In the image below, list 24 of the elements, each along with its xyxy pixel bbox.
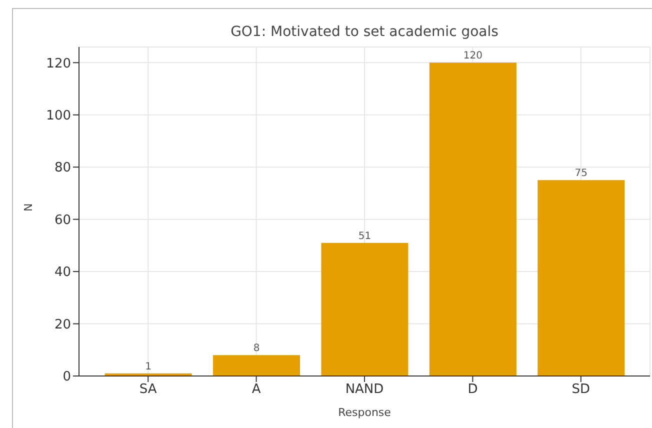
y-axis-title: N	[22, 203, 35, 212]
data-label: 75	[574, 168, 588, 180]
y-tick-label: 60	[54, 212, 71, 228]
y-tick-label: 120	[46, 56, 71, 72]
y-tick-label: 80	[54, 160, 71, 176]
x-tick-label: SA	[139, 382, 157, 398]
y-tick-label: 0	[62, 370, 71, 385]
bar	[429, 62, 516, 376]
y-tick-label: 20	[54, 317, 71, 332]
data-label: 8	[253, 343, 260, 354]
bar	[213, 355, 300, 376]
bar	[321, 242, 408, 376]
data-label: 120	[463, 50, 482, 62]
x-tick-label: A	[252, 382, 261, 398]
y-tick-label: 100	[46, 108, 71, 124]
x-tick-label: SD	[572, 382, 590, 398]
x-axis-title: Response	[338, 406, 392, 419]
chart-title: GO1: Motivated to set academic goals	[230, 24, 500, 40]
x-tick-label: NAND	[345, 382, 384, 398]
data-label: 1	[145, 361, 152, 372]
data-label: 51	[358, 230, 372, 242]
x-tick-label: D	[468, 382, 478, 398]
bar	[538, 180, 625, 376]
y-tick-label: 40	[54, 265, 71, 280]
